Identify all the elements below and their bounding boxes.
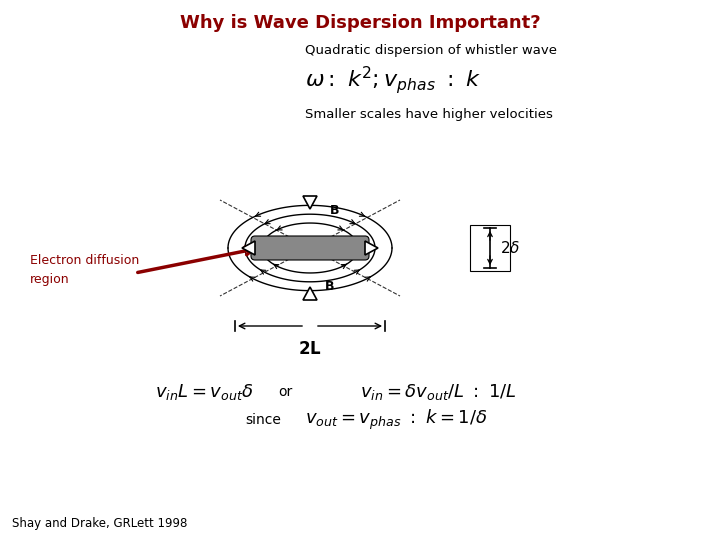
Text: since: since	[245, 413, 281, 427]
Polygon shape	[242, 241, 255, 255]
Text: Smaller scales have higher velocities: Smaller scales have higher velocities	[305, 108, 553, 121]
Text: Why is Wave Dispersion Important?: Why is Wave Dispersion Important?	[180, 14, 540, 32]
Polygon shape	[303, 287, 317, 300]
Text: Shay and Drake, GRLett 1998: Shay and Drake, GRLett 1998	[12, 517, 187, 530]
Text: or: or	[278, 385, 292, 399]
Text: $\omega :\ k^2; v_{phas}\ :\ k$: $\omega :\ k^2; v_{phas}\ :\ k$	[305, 64, 481, 96]
Polygon shape	[365, 241, 378, 255]
Text: B: B	[325, 280, 335, 293]
Text: $\mathbf{2L}$: $\mathbf{2L}$	[298, 340, 322, 358]
Text: B: B	[330, 204, 340, 217]
Text: $v_{in}L = v_{out}\delta$: $v_{in}L = v_{out}\delta$	[155, 382, 253, 402]
FancyBboxPatch shape	[251, 236, 369, 260]
Text: $2\delta$: $2\delta$	[500, 240, 521, 256]
Text: $v_{out} = v_{phas}\ :\ k = 1/\delta$: $v_{out} = v_{phas}\ :\ k = 1/\delta$	[305, 408, 487, 432]
Text: $v_{in} = \delta v_{out}/L\ :\ 1/L$: $v_{in} = \delta v_{out}/L\ :\ 1/L$	[360, 382, 517, 402]
Polygon shape	[303, 196, 317, 209]
Text: Electron diffusion
region: Electron diffusion region	[30, 254, 139, 286]
Text: Quadratic dispersion of whistler wave: Quadratic dispersion of whistler wave	[305, 44, 557, 57]
